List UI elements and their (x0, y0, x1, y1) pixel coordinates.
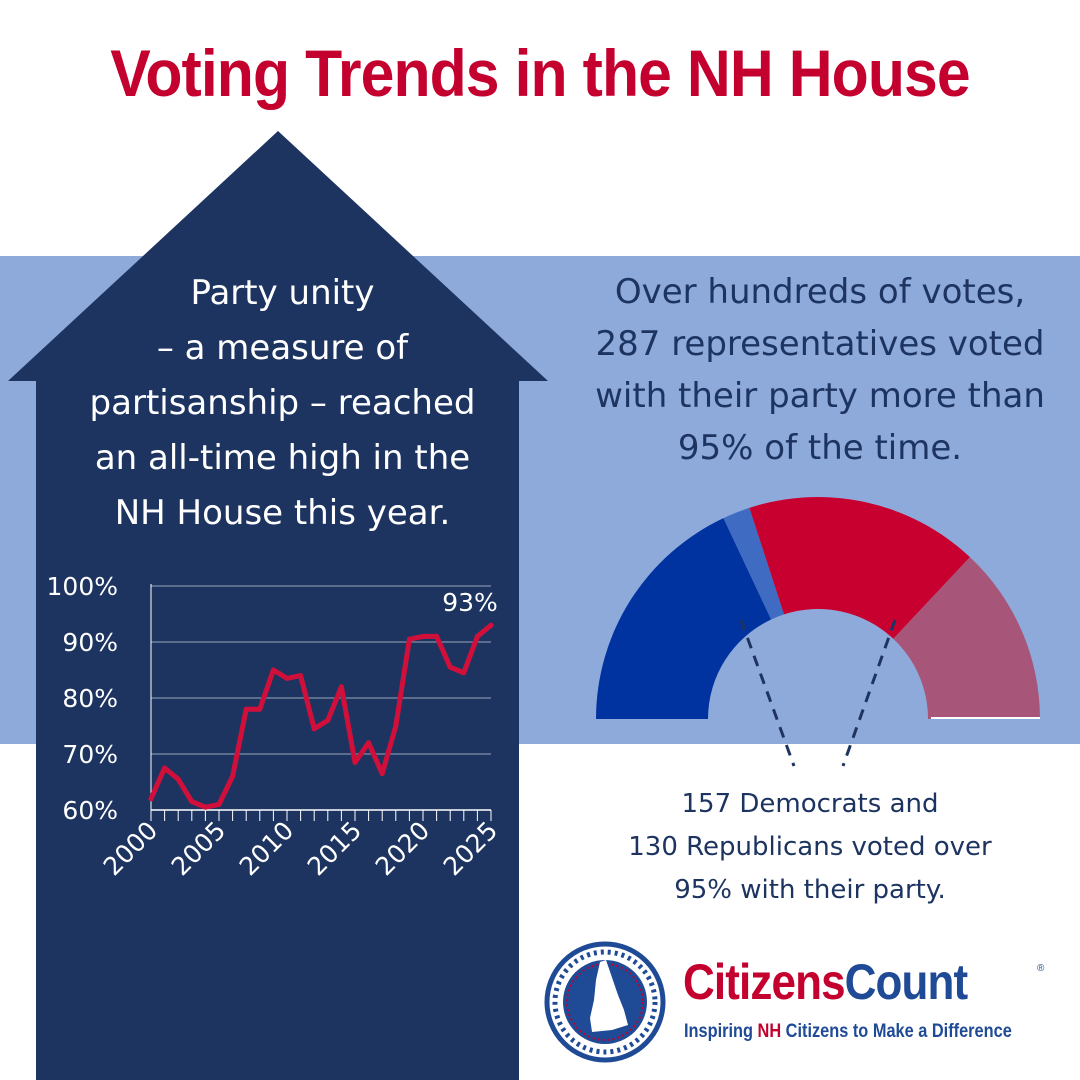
party-unity-data-point (366, 740, 372, 746)
gauge-pointer-left (739, 619, 796, 767)
gauge-segment (893, 557, 1040, 719)
party-unity-data-point (434, 633, 440, 639)
party-unity-data-point (338, 684, 344, 690)
party-unity-data-point (379, 771, 385, 777)
party-unity-data-point (393, 723, 399, 729)
party-unity-data-point (325, 717, 331, 723)
party-unity-data-point (243, 706, 249, 712)
party-unity-data-point (488, 622, 494, 628)
representatives-text: Over hundreds of votes, 287 representati… (595, 272, 1045, 468)
party-unity-data-point (406, 636, 412, 642)
party-unity-data-point (270, 667, 276, 673)
logo-citizens: Citizens (683, 954, 846, 1010)
democrats-republicans-text: 157 Democrats and 130 Republicans voted … (628, 789, 992, 905)
party-unity-data-point (257, 706, 263, 712)
y-tick-label: 60% (62, 796, 118, 825)
y-tick-label: 80% (62, 684, 118, 713)
tagline-after: Citizens to Make a Difference (781, 1021, 1012, 1042)
latest-value-annotation: 93% (442, 588, 498, 617)
logo-wordmark: CitizensCount (683, 954, 969, 1010)
party-unity-data-point (284, 675, 290, 681)
party-unity-data-point (230, 773, 236, 779)
party-unity-data-point (461, 670, 467, 676)
page-title: Voting Trends in the NH House (110, 36, 970, 110)
registered-mark: ® (1037, 963, 1045, 974)
party-unity-data-point (148, 796, 154, 802)
y-tick-label: 90% (62, 628, 118, 657)
party-unity-data-point (202, 804, 208, 810)
gauge-pointer-right (841, 619, 897, 767)
party-unity-data-point (474, 633, 480, 639)
party-unity-data-point (175, 776, 181, 782)
tagline-before: Inspiring (684, 1021, 758, 1042)
party-unity-data-point (420, 633, 426, 639)
logo-tagline: Inspiring NH Citizens to Make a Differen… (684, 1020, 1012, 1044)
y-tick-label: 100% (47, 572, 118, 601)
party-unity-data-point (311, 726, 317, 732)
gauge-segment (749, 497, 970, 639)
party-unity-data-point (189, 799, 195, 805)
party-unity-data-point (298, 673, 304, 679)
party-unity-data-point (352, 759, 358, 765)
logo-count: Count (844, 954, 969, 1010)
party-unity-data-point (447, 664, 453, 670)
party-unity-text: Party unity – a measure of partisanship … (89, 273, 476, 533)
house-shape-polygon (8, 131, 548, 1080)
tagline-nh: NH (757, 1021, 782, 1042)
party-unity-data-point (216, 801, 222, 807)
party-unity-data-point (162, 765, 168, 771)
gauge-segment (596, 518, 772, 719)
y-tick-label: 70% (62, 740, 118, 769)
gauge-segment (723, 507, 785, 620)
